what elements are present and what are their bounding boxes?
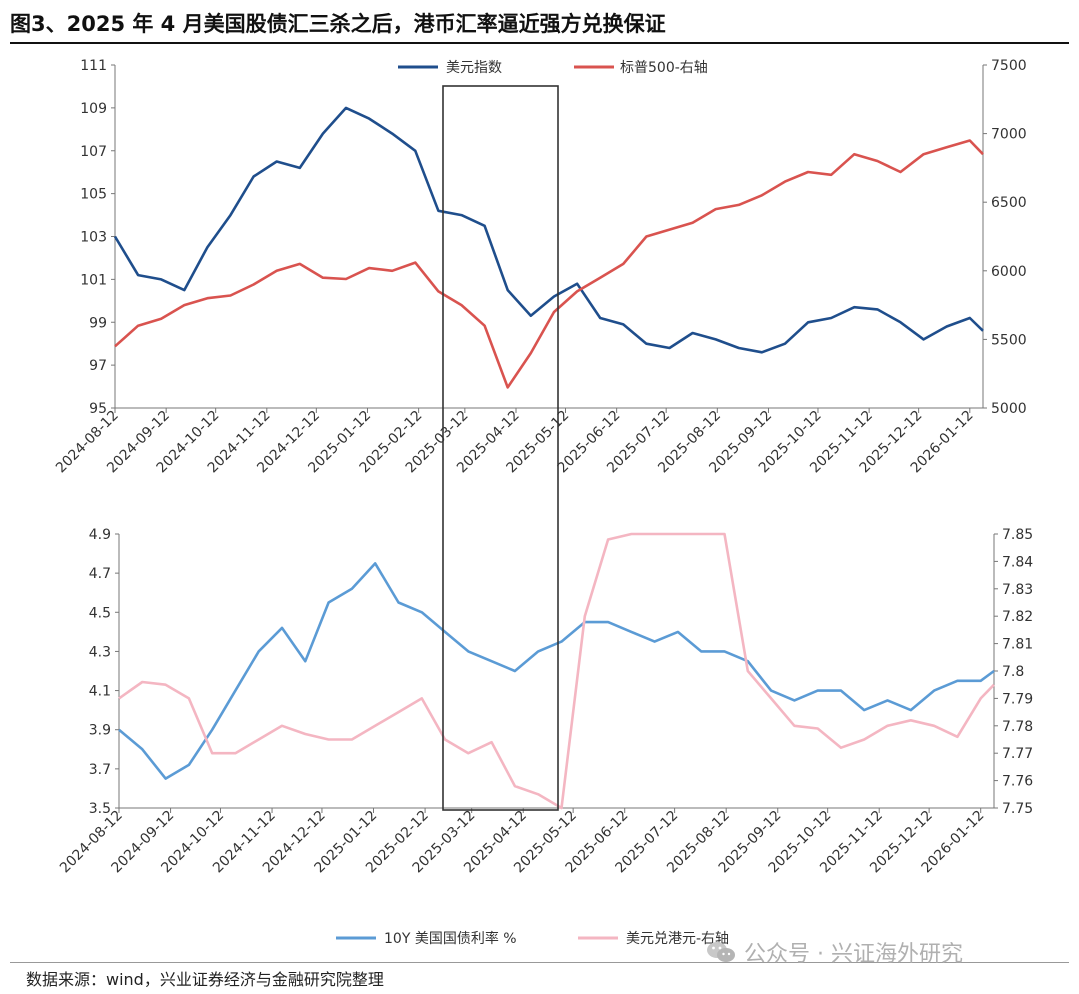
- title-rule: [10, 42, 1069, 44]
- left-tick-label: 3.7: [89, 762, 111, 778]
- figure-title: 图3、2025 年 4 月美国股债汇三杀之后，港币汇率逼近强方兑换保证: [10, 12, 666, 36]
- source-note: 数据来源：wind，兴业证券经济与金融研究院整理: [26, 970, 384, 989]
- right-tick-label: 7.81: [1002, 637, 1033, 653]
- right-tick-label: 7.78: [1002, 719, 1033, 735]
- right-tick-label: 7.83: [1002, 582, 1033, 598]
- left-tick-label: 3.5: [89, 801, 111, 817]
- left-tick-label: 105: [80, 187, 107, 203]
- bottom-chart: 3.5 3.7 3.9 4.1 4.3 4.5 4.7 4.9 7.75 7.76 7.77 7.78…: [57, 527, 1033, 947]
- left-tick-label: 3.9: [89, 723, 111, 739]
- left-tick-label: 101: [80, 272, 107, 288]
- right-tick-label: 7.75: [1002, 801, 1033, 817]
- right-tick-label: 7.76: [1002, 774, 1033, 790]
- legend-label: 标普500-右轴: [620, 60, 708, 76]
- left-tick-label: 99: [89, 315, 107, 331]
- left-tick-label: 107: [80, 144, 107, 160]
- series-line-2: [114, 139, 984, 389]
- top-chart: 95 97 99 101 103 105 107 109 111 5000 5500 6000 6500…: [53, 58, 1027, 476]
- wechat-icon: [707, 942, 735, 962]
- legend-label: 10Y 美国国债利率 %: [384, 930, 517, 947]
- right-tick-label: 7.82: [1002, 609, 1033, 625]
- watermark-text: 公众号 · 兴证海外研究: [744, 942, 963, 967]
- right-tick-label: 5000: [991, 401, 1027, 417]
- right-tick-label: 7.8: [1002, 664, 1024, 680]
- right-tick-label: 7.79: [1002, 691, 1033, 707]
- left-tick-label: 109: [80, 101, 107, 117]
- right-tick-label: 6500: [991, 195, 1027, 211]
- left-tick-label: 95: [89, 401, 107, 417]
- left-tick-label: 4.3: [89, 644, 111, 660]
- right-tick-label: 7.77: [1002, 746, 1033, 762]
- left-tick-label: 111: [80, 58, 107, 74]
- watermark: 公众号 · 兴证海外研究: [706, 936, 963, 968]
- legend-label: 美元指数: [446, 60, 502, 76]
- left-tick-label: 103: [80, 230, 107, 246]
- left-tick-label: 4.1: [89, 684, 111, 700]
- legend-label: 美元兑港元-右轴: [626, 931, 729, 947]
- series-line-1: [118, 562, 995, 780]
- left-tick-label: 4.9: [89, 527, 111, 543]
- right-tick-label: 7500: [991, 58, 1027, 74]
- series-line-1: [113, 106, 984, 354]
- highlight-box: [442, 85, 559, 811]
- left-tick-label: 4.7: [89, 566, 111, 582]
- right-tick-label: 7.84: [1002, 554, 1033, 570]
- right-tick-label: 7000: [991, 127, 1027, 143]
- right-tick-label: 6000: [991, 264, 1027, 280]
- series-line-2: [118, 532, 995, 810]
- right-tick-label: 5500: [991, 332, 1027, 348]
- right-tick-label: 7.85: [1002, 527, 1033, 543]
- left-tick-label: 4.5: [89, 605, 111, 621]
- left-tick-label: 97: [89, 358, 107, 374]
- footer-rule: [10, 962, 1069, 963]
